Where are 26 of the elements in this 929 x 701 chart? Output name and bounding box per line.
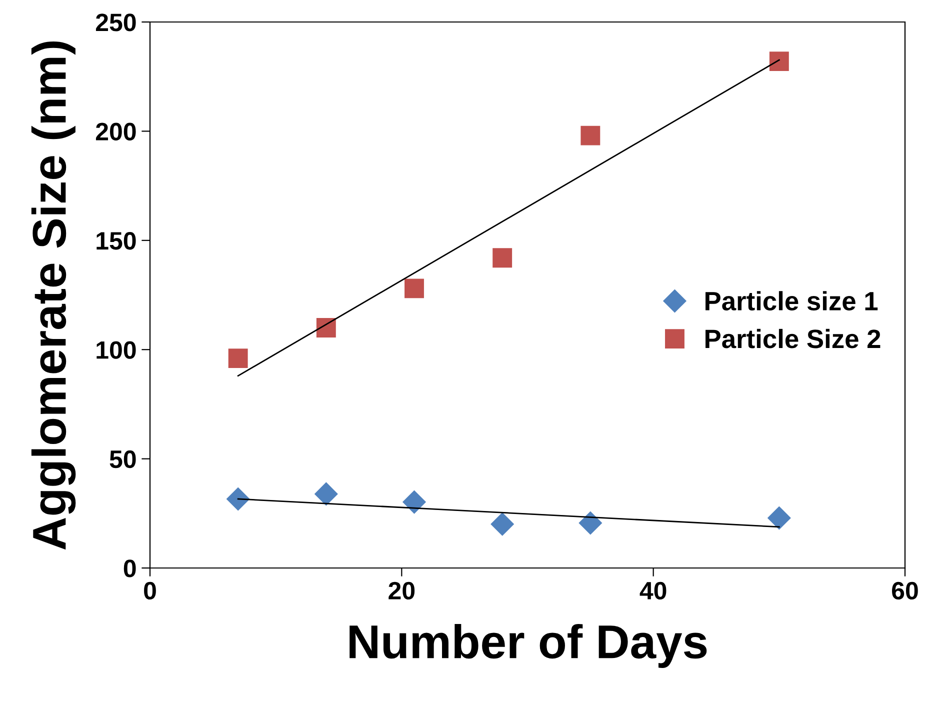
point — [226, 487, 250, 510]
y-tick-label: 200 — [96, 122, 136, 141]
point — [402, 490, 426, 514]
point — [490, 512, 514, 536]
point — [578, 512, 602, 535]
y-axis-title: Agglomerate Size (nm) — [31, 42, 76, 550]
x-tick-label: 0 — [144, 582, 156, 600]
point — [768, 506, 791, 530]
point — [404, 278, 424, 298]
legend-label: Particle Size 2 — [706, 328, 880, 348]
x-axis-title: Number of Days — [350, 624, 707, 668]
x-tick-label: 60 — [892, 582, 918, 600]
y-tick-label: 50 — [110, 450, 136, 468]
point — [228, 348, 248, 368]
y-tick-label: 250 — [96, 14, 136, 32]
point — [492, 248, 512, 268]
point — [769, 52, 789, 72]
point — [314, 482, 338, 506]
point — [316, 318, 336, 338]
y-tick-label: 0 — [124, 560, 136, 578]
x-tick-label: 40 — [640, 582, 666, 600]
legend-label: Particle size 1 — [706, 291, 878, 310]
y-tick-label: 150 — [96, 232, 136, 250]
y-tick-label: 100 — [96, 341, 136, 359]
x-tick-label: 20 — [388, 582, 415, 600]
point — [580, 126, 600, 146]
